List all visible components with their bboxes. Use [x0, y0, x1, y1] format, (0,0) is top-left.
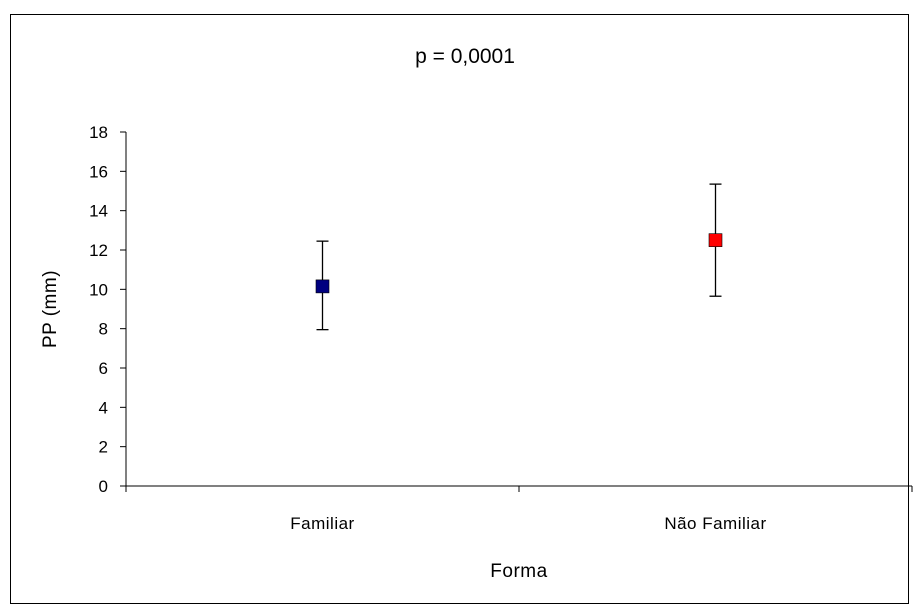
data-point-marker	[315, 279, 330, 294]
y-tick-label: 16	[89, 162, 108, 181]
chart-frame	[10, 14, 909, 604]
data-point-marker	[708, 233, 723, 247]
y-tick-label: 12	[89, 241, 108, 260]
x-category-label: Não Familiar	[664, 514, 766, 533]
y-tick-label: 18	[89, 123, 108, 142]
y-tick-label: 8	[99, 320, 108, 339]
x-ticks: Familiar Não Familiar	[125, 486, 913, 533]
y-ticks: 0 2 4 6 8 10 12 14 16 18	[89, 123, 126, 496]
y-tick-label: 6	[99, 359, 108, 378]
y-tick-label: 14	[89, 202, 108, 221]
y-tick-label: 0	[99, 477, 108, 496]
x-category-label: Familiar	[290, 514, 354, 533]
y-tick-label: 2	[99, 438, 108, 457]
data-points	[315, 183, 723, 331]
y-axis-label: PP (mm)	[40, 270, 61, 348]
y-tick-label: 4	[99, 398, 108, 417]
x-axis-label: Forma	[490, 561, 547, 582]
chart-title: p = 0,0001	[415, 45, 515, 68]
y-tick-label: 10	[89, 280, 108, 299]
